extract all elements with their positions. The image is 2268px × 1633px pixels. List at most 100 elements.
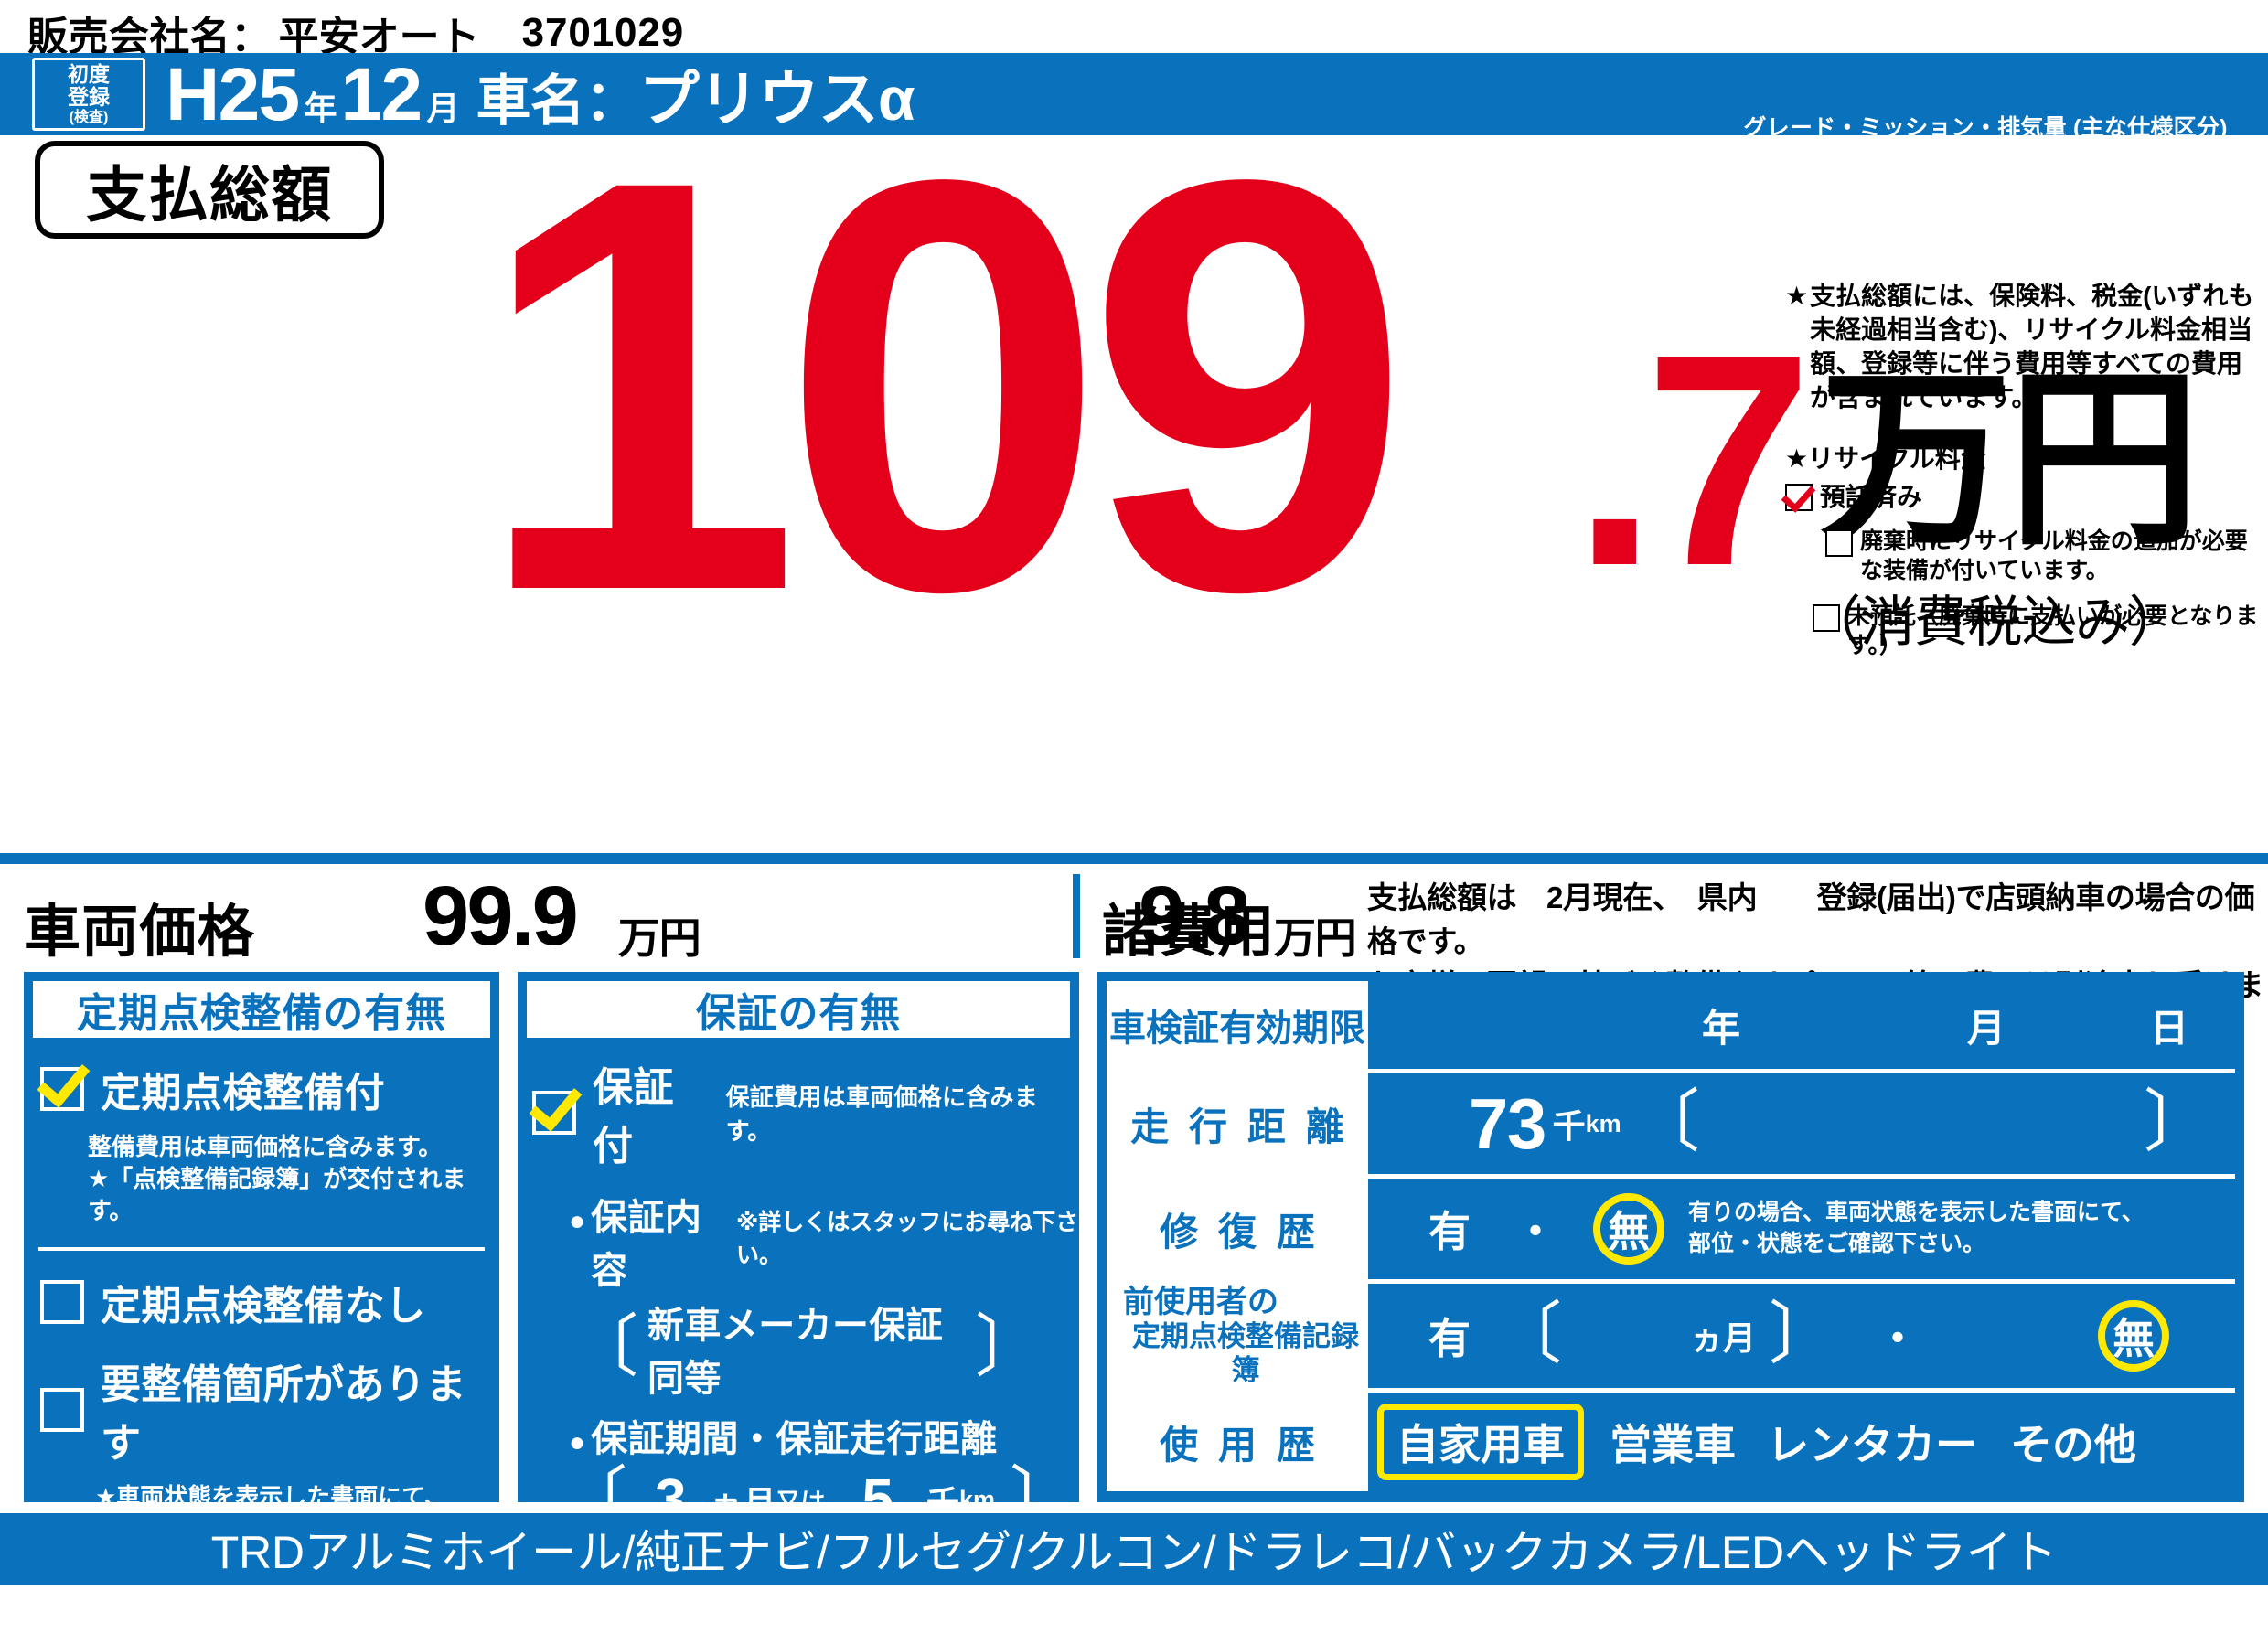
tax-included-note: （消費税込み） (1806, 592, 2184, 653)
checkbox-checked-icon[interactable] (532, 1091, 576, 1135)
car-name-label: 車名： (476, 70, 639, 132)
previous-records-separator: ・ (1877, 1315, 1920, 1362)
spec-table: 車検証有効期限 年 月 日 走行距離 73 千 km 〔 〕 (1107, 981, 2235, 1493)
inspection-option-included[interactable]: 定期点検整備付 (40, 1060, 499, 1118)
vehicle-price-value: 99.9 (423, 870, 579, 963)
fees-value: 9.8 (1139, 870, 1250, 963)
warranty-content-value-row: 〔 新車メーカー保証同等 〕 (571, 1296, 1079, 1402)
table-row-inspection-expiry: 車検証有効期限 年 月 日 (1107, 981, 2235, 1069)
usage-option-rental[interactable]: レンタカー (1767, 1421, 1977, 1468)
mileage-value: 73 (1469, 1083, 1546, 1164)
table-row-mileage: 走行距離 73 千 km 〔 〕 (1107, 1073, 2235, 1174)
expiry-day-unit: 日 (2150, 1006, 2189, 1050)
row-label-inspection-expiry: 車検証有効期限 (1107, 981, 1368, 1069)
warranty-period-or: 又は (776, 1489, 826, 1516)
warranty-option-included-label: 保証付 (593, 1065, 674, 1169)
row-label-previous-owner-records: 前使用者の 定期点検整備記録簿 (1107, 1284, 1368, 1388)
repair-history-note-line1: 有りの場合、車両状態を表示した書面にて、 (1688, 1200, 2145, 1226)
warranty-panel: 保証の有無 保証付 保証費用は車両価格に含みます。 ● 保証内容 ※詳しくはスタ… (518, 972, 1079, 1630)
previous-records-months-unit: ヵ月 (1690, 1319, 1757, 1357)
inspection-panel-divider (38, 1247, 485, 1252)
total-price-note: ★ 支払総額には、保険料、税金(いずれも未経過相当含む)、リサイクル料金相当額、… (1785, 280, 2261, 415)
table-row-usage-history: 使用歴 自家用車 営業車 レンタカー その他 (1107, 1393, 2235, 1491)
repair-history-no-selected[interactable]: 無 (1593, 1193, 1664, 1265)
month-unit-label: 月 (426, 90, 460, 127)
dealer-name: 平安オート (278, 15, 480, 59)
inspection-repair-sub1: ★車両状態を表示した書面にて、 (95, 1483, 449, 1511)
header-band: 初度 登録 (検査) H25 年 12 月 車名： プリウスα グレード・ミッシ… (0, 53, 2268, 197)
warranty-content-label: 保証内容 (591, 1198, 702, 1291)
expiry-month-unit: 月 (1967, 1006, 2006, 1050)
row-label-mileage: 走行距離 (1107, 1073, 1368, 1174)
row-value-mileage: 73 千 km 〔 〕 (1368, 1073, 2235, 1174)
usage-option-other[interactable]: その他 (2010, 1421, 2136, 1468)
bullet-icon: ● (569, 1427, 586, 1457)
recycle-option-deposited[interactable]: 預託済み (1785, 481, 2261, 514)
vehicle-price-row: 車両価格 99.9 万円 諸費用 9.8 万円 支払総額は 2月現在、 県内 登… (0, 870, 2268, 1046)
repair-history-note: 有りの場合、車両状態を表示した書面にて、 部位・状態をご確認下さい。 (1688, 1198, 2145, 1260)
recycle-fee-title: ★リサイクル料金 (1785, 443, 1986, 473)
dealer-label: 販売会社名： (27, 15, 272, 59)
warranty-period-distance-unit-km: km (959, 1486, 996, 1513)
section-divider (0, 853, 2268, 864)
reg-chip-line1: 初度 (68, 61, 110, 86)
usage-option-private-selected[interactable]: 自家用車 (1377, 1404, 1584, 1480)
equipment-list: TRDアルミホイール/純正ナビ/フルセグ/クルコン/ドラレコ/バックカメラ/LE… (210, 1527, 2058, 1578)
warranty-option-included[interactable]: 保証付 保証費用は車両価格に含みます。 (532, 1054, 1079, 1171)
table-divider (1107, 1174, 2235, 1179)
recycle-option-extra-equipment[interactable]: 廃棄時にリサイクル料金の追加が必要な装備が付いています。 (1825, 527, 2261, 585)
warranty-included-note: 保証費用は車両価格に含みます。 (725, 1083, 1039, 1145)
notes-block: ★ 支払総額には、保険料、税金(いずれも未経過相当含む)、リサイクル料金相当額、… (1785, 280, 2261, 660)
total-price-integer: 109 (476, 59, 1411, 712)
usage-option-commercial[interactable]: 営業車 (1610, 1421, 1736, 1468)
bracket-close-icon: 〕 (1769, 1297, 1837, 1373)
price-row-separator (1073, 874, 1080, 958)
inspection-included-subtext: 整備費用は車両価格に含みます。 ★「点検整備記録簿」が交付されます。 (88, 1131, 499, 1227)
previous-owner-label-line1: 前使用者の (1123, 1285, 1278, 1320)
grade-label: グレード・ミッション・排気量 (主な仕様区分) (1743, 115, 2228, 141)
recycle-option-not-deposited[interactable]: 未預託（廃棄時に支払いが必要となります。） (1813, 602, 2261, 660)
car-name-value: プリウスα (638, 65, 915, 133)
table-divider (1107, 1279, 2235, 1284)
bracket-open-icon: 〔 (1631, 1085, 1700, 1161)
inspection-panel-title-text: 定期点検整備の有無 (77, 991, 446, 1036)
checkbox-empty-icon[interactable] (40, 1280, 84, 1325)
bracket-open-icon: 〔 (571, 1310, 638, 1386)
warranty-content-row: ● 保証内容 ※詳しくはスタッフにお尋ね下さい。 (569, 1188, 1079, 1294)
checkbox-empty-icon[interactable] (1825, 528, 1853, 557)
inspection-option-none-label: 定期点検整備なし (101, 1284, 426, 1329)
total-price-note-text: 支払総額には、保険料、税金(いずれも未経過相当含む)、リサイクル料金相当額、登録… (1810, 282, 2254, 411)
row-label-repair-history: 修復歴 (1107, 1179, 1368, 1279)
warranty-panel-title: 保証の有無 (527, 981, 1070, 1038)
inspection-panel-title: 定期点検整備の有無 (33, 981, 490, 1038)
mileage-unit-sen: 千 (1552, 1107, 1586, 1145)
inspection-option-needs-repair[interactable]: 要整備箇所があります (40, 1351, 499, 1468)
vehicle-price-unit: 万円 (618, 914, 701, 962)
checkbox-checked-icon[interactable] (40, 1067, 84, 1111)
recycle-option-not-deposited-label: 未預託（廃棄時に支払いが必要となります。） (1847, 603, 2259, 658)
row-label-usage-history: 使用歴 (1107, 1393, 1368, 1491)
checkbox-checked-icon[interactable] (1785, 483, 1813, 511)
dealer-row: 販売会社名： 平安オート 3701029 (0, 0, 2268, 66)
total-payment-chip: 支払総額 (35, 141, 384, 239)
warranty-content-value: 新車メーカー保証同等 (647, 1306, 944, 1399)
spec-table-panel: 車検証有効期限 年 月 日 走行距離 73 千 km 〔 〕 (1097, 972, 2244, 1502)
checkbox-empty-icon[interactable] (532, 1582, 576, 1626)
checkbox-empty-icon[interactable] (1813, 603, 1840, 632)
previous-owner-label-line2: 定期点検整備記録簿 (1132, 1320, 1359, 1387)
repair-history-note-line2: 部位・状態をご確認下さい。 (1688, 1231, 1986, 1256)
row-value-repair-history: 有 ・ 無 有りの場合、車両状態を表示した書面にて、 部位・状態をご確認下さい。 (1368, 1179, 2235, 1279)
equipment-strip: TRDアルミホイール/純正ナビ/フルセグ/クルコン/ドラレコ/バックカメラ/LE… (0, 1513, 2268, 1585)
grade-block: グレード・ミッション・排気量 (主な仕様区分) Gチューンブラック/AT/180… (1743, 110, 2237, 199)
checkbox-empty-icon[interactable] (40, 1388, 84, 1433)
previous-records-yes[interactable]: 有 (1428, 1315, 1471, 1362)
inspection-option-none[interactable]: 定期点検整備なし (40, 1273, 499, 1331)
inspection-included-sub2: ★「点検整備記録簿」が交付されます。 (88, 1165, 466, 1225)
previous-records-no-selected[interactable]: 無 (2098, 1300, 2169, 1372)
inspection-option-included-label: 定期点検整備付 (101, 1071, 386, 1115)
table-divider (1107, 1069, 2235, 1073)
repair-history-yes[interactable]: 有 (1428, 1208, 1471, 1255)
table-row-repair-history: 修復歴 有 ・ 無 有りの場合、車両状態を表示した書面にて、 部位・状態をご確認… (1107, 1179, 2235, 1279)
decimal-separator: . (1573, 291, 1657, 628)
